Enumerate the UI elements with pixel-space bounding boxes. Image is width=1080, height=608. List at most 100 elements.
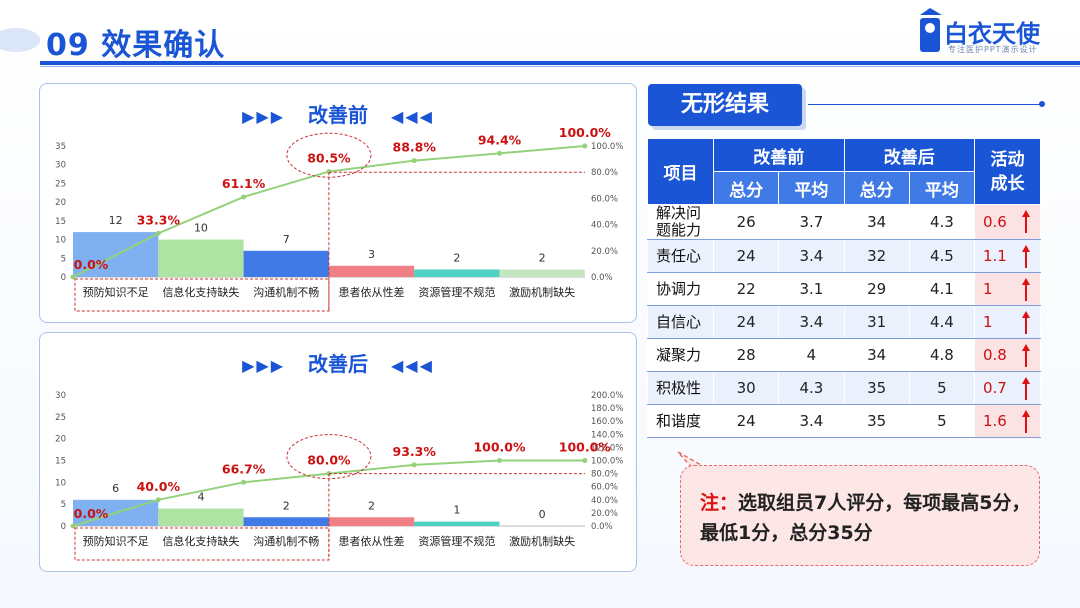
- cell-item: 积极性: [647, 371, 714, 405]
- cell-after-total-text: 35: [867, 379, 887, 397]
- main-causes-box: [74, 278, 330, 312]
- cell-before-total: 26: [712, 204, 780, 240]
- cell-item: 协调力: [647, 272, 714, 306]
- pareto-chart-after: 0510152025300.0%20.0%40.0%60.0%80.0%100.…: [55, 391, 623, 561]
- bar-value-label: 2: [539, 252, 546, 265]
- y-tick-label: 5: [61, 500, 66, 510]
- cell-after-avg-text: 4.5: [929, 247, 954, 265]
- bar: [328, 265, 415, 277]
- cell-after-avg-text: 5: [937, 412, 947, 430]
- cumulative-percent-label: 33.3%: [137, 212, 181, 227]
- header-divider: [40, 61, 1080, 65]
- header-before-total: 总分: [712, 171, 780, 205]
- triangle-right-icon: ▶▶▶: [242, 356, 286, 375]
- note-label: 注：: [700, 492, 739, 514]
- bar-value-label: 2: [283, 499, 290, 512]
- cumulative-percent-label: 100.0%: [559, 125, 612, 140]
- cell-growth: 1.1: [974, 239, 1041, 273]
- pareto-chart-before: 051015202530350.0%20.0%40.0%60.0%80.0%10…: [55, 125, 623, 312]
- cell-before-avg: 4.3: [778, 371, 845, 405]
- panel-title-after: ▶▶▶ 改善后 ◀◀◀: [40, 348, 636, 377]
- cell-item: 凝聚力: [647, 338, 714, 372]
- header-after-total: 总分: [843, 171, 910, 205]
- cell-item-text: 积极性: [656, 378, 702, 397]
- panel-title-before: ▶▶▶ 改善前 ◀◀◀: [40, 99, 636, 128]
- cell-after-total-text: 31: [867, 313, 887, 331]
- y2-tick-label: 100.0%: [591, 457, 623, 467]
- logo: [920, 8, 942, 52]
- cell-before-avg: 3.4: [778, 305, 845, 339]
- cumulative-percent-label: 80.5%: [307, 151, 351, 166]
- bar-value-label: 4: [197, 491, 204, 504]
- y-tick-label: 10: [55, 236, 66, 246]
- y-tick-label: 35: [55, 142, 66, 152]
- cumulative-point: [241, 479, 247, 485]
- y-tick-label: 5: [61, 254, 66, 264]
- cumulative-point: [411, 158, 417, 164]
- cell-item-text: 责任心: [656, 246, 702, 265]
- cell-after-avg-text: 4.1: [929, 280, 954, 298]
- cumulative-percent-label: 66.7%: [222, 461, 266, 476]
- header-after-avg: 平均: [908, 171, 976, 205]
- cell-after-total: 31: [843, 305, 910, 339]
- highlight-ellipse: [286, 132, 372, 178]
- bar-value-label: 12: [109, 214, 123, 227]
- cell-growth: 0.6: [974, 204, 1041, 240]
- cell-after-avg: 4.5: [908, 239, 976, 273]
- cell-before-total: 28: [712, 338, 780, 372]
- bar: [414, 269, 500, 277]
- cell-after-avg: 4.1: [908, 272, 976, 306]
- bar: [158, 239, 244, 277]
- cumulative-point: [582, 458, 588, 463]
- cell-growth: 1: [974, 305, 1041, 339]
- category-label: 激励机制缺失: [509, 534, 575, 548]
- header-decoration: [0, 28, 40, 52]
- y2-tick-label: 120.0%: [591, 443, 623, 453]
- cumulative-point: [241, 194, 247, 200]
- y2-tick-label: 140.0%: [591, 430, 623, 440]
- logo-cap-icon: [920, 8, 942, 15]
- y-tick-label: 10: [55, 478, 66, 488]
- bar: [158, 508, 244, 526]
- cell-before-avg-text: 3.4: [799, 247, 824, 265]
- cell-before-avg-text: 3.7: [799, 213, 824, 231]
- category-label: 资源管理不规范: [418, 285, 495, 299]
- y2-tick-label: 100.0%: [591, 142, 623, 152]
- note-box: [680, 465, 1040, 566]
- logo-mark-dot: [925, 23, 935, 33]
- y-tick-label: 30: [55, 161, 66, 171]
- cell-growth-text: 1: [983, 280, 993, 298]
- bar-value-label: 1: [453, 504, 460, 517]
- y2-tick-label: 80.0%: [591, 168, 618, 178]
- bar-value-label: 6: [112, 482, 119, 495]
- cell-after-avg: 5: [908, 404, 976, 438]
- cumulative-point: [70, 523, 76, 529]
- cell-before-avg: 3.7: [778, 204, 845, 240]
- cumulative-point: [70, 274, 76, 280]
- category-label: 激励机制缺失: [509, 285, 575, 299]
- cumulative-point: [497, 150, 502, 156]
- cumulative-percent-label: 80.0%: [307, 453, 351, 468]
- cell-growth: 0.8: [974, 338, 1041, 372]
- panel-title-text: 改善前: [308, 103, 368, 127]
- main-causes-box: [74, 527, 330, 561]
- table-row: 协调力 22 3.1 29 4.1 1: [647, 272, 1041, 306]
- category-label: 资源管理不规范: [418, 534, 495, 548]
- header-divider-thin: [40, 66, 1080, 67]
- logo-text: 白衣天使: [944, 20, 1040, 48]
- cell-after-avg-text: 4.4: [929, 313, 954, 331]
- cell-after-avg-text: 4.8: [929, 346, 954, 364]
- cell-item-text: 自信心: [656, 312, 702, 331]
- header-after: 改善后: [843, 138, 975, 172]
- cell-before-total-text: 28: [736, 346, 756, 364]
- y2-tick-label: 40.0%: [591, 221, 618, 231]
- cell-growth-text: 0.8: [983, 346, 1007, 364]
- category-label: 患者依从性差: [339, 285, 405, 299]
- bar: [243, 250, 329, 277]
- bar: [328, 517, 415, 526]
- cell-item: 责任心: [647, 239, 714, 273]
- cell-after-total-text: 34: [867, 346, 887, 364]
- cell-after-total: 29: [843, 272, 910, 306]
- cell-item: 解决问题能力: [647, 204, 714, 240]
